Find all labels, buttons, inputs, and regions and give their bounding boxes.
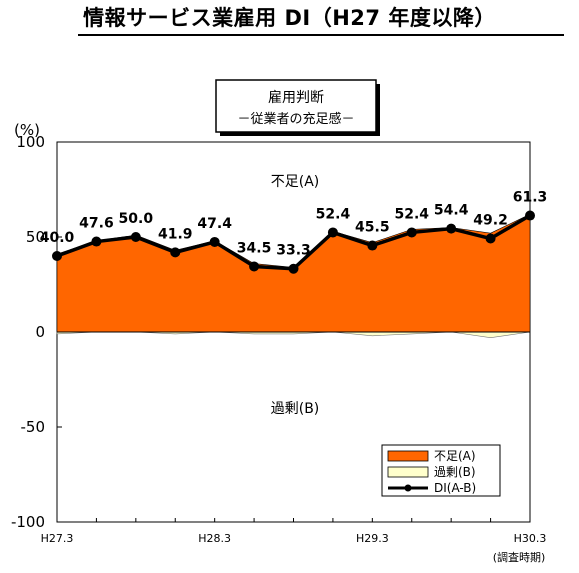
y-tick-label: -100 [11, 513, 45, 531]
di-point [406, 227, 417, 238]
di-point [249, 261, 260, 272]
di-point [52, 251, 62, 261]
legend-swatch-shortage [387, 450, 429, 462]
y-tick-label: -50 [21, 418, 46, 436]
legend-label-di: DI(A-B) [434, 481, 476, 495]
di-point [367, 240, 378, 251]
chart-title-box [215, 79, 377, 133]
di-data-label: 52.4 [316, 206, 351, 222]
legend-marker-di [404, 484, 412, 492]
y-tick-label: 50 [26, 228, 45, 246]
di-data-label: 34.5 [237, 240, 272, 256]
x-tick-label: H30.3 [514, 532, 547, 545]
di-data-label: 40.0 [40, 230, 75, 246]
di-point [91, 236, 102, 247]
legend-label-surplus: 過剰(B) [434, 465, 476, 479]
di-data-label: 50.0 [119, 211, 154, 227]
y-axis-label: (%) [14, 121, 40, 139]
di-data-label: 54.4 [434, 203, 469, 219]
di-data-label: 52.4 [394, 206, 429, 222]
di-point [170, 247, 181, 258]
x-tick-label: H29.3 [356, 532, 389, 545]
di-data-label: 47.6 [79, 216, 114, 232]
di-point [209, 236, 220, 247]
di-point [485, 233, 496, 244]
di-data-label: 49.2 [473, 213, 508, 229]
di-data-label: 33.3 [276, 243, 311, 259]
title-underline [78, 34, 564, 36]
shortage-area-label: 不足(A) [271, 174, 320, 190]
surplus-area-label: 過剰(B) [271, 401, 320, 417]
chart-title: 雇用判断 [268, 89, 324, 106]
x-axis-label: (調査時期) [493, 550, 546, 564]
di-point [130, 232, 141, 242]
x-tick-label: H27.3 [41, 532, 74, 545]
legend-swatch-surplus [387, 466, 429, 478]
di-data-label: 47.4 [197, 216, 232, 232]
di-point [446, 223, 457, 234]
di-data-label: 45.5 [355, 220, 390, 236]
page-title: 情報サービス業雇用 DI（H27 年度以降） [83, 6, 496, 30]
di-point [525, 210, 535, 221]
di-point [288, 263, 299, 274]
legend-label-shortage: 不足(A) [434, 449, 476, 463]
di-data-label: 41.9 [158, 226, 193, 242]
di-data-label: 61.3 [513, 190, 548, 206]
x-tick-label: H28.3 [198, 532, 231, 545]
legend: 不足(A) 過剰(B) DI(A-B) [381, 444, 501, 497]
y-tick-label: 0 [35, 323, 45, 341]
y-tick-label: 100 [16, 133, 45, 151]
chart-subtitle: －従業者の充足感－ [237, 111, 354, 127]
di-point [327, 227, 338, 238]
